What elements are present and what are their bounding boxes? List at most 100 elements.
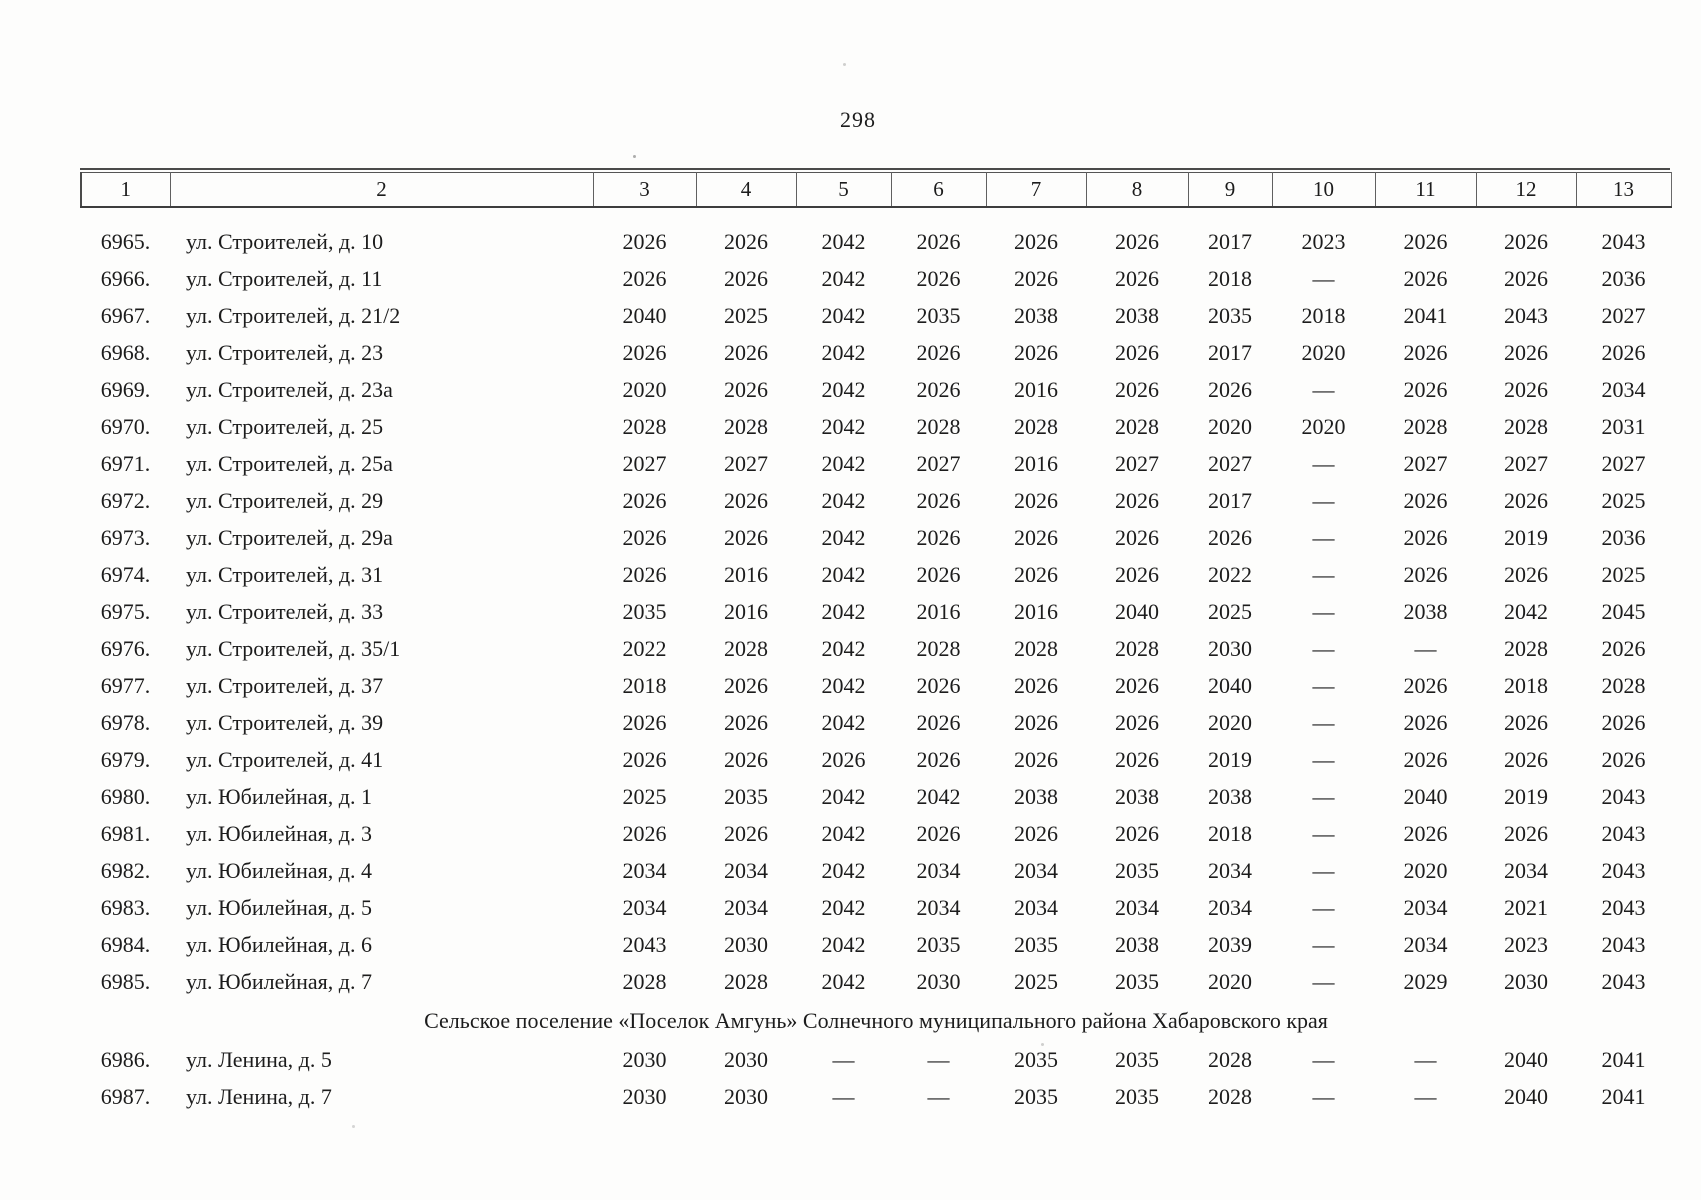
year-cell: 2026 <box>724 820 768 846</box>
year-cell: 2040 <box>622 302 667 328</box>
year-cell: 2020 <box>622 376 667 402</box>
year-cell: — <box>1312 598 1335 624</box>
header-cell: 11 <box>1374 172 1477 208</box>
year-cell: 2030 <box>916 968 961 994</box>
year-cell: 2034 <box>1115 894 1159 920</box>
table-row: 6974. ул. Строителей, д. 31 2026 2016 2042 20… <box>81 556 1671 593</box>
table-row: 6970. ул. Строителей, д. 25 2028 2028 2042 20… <box>81 408 1671 445</box>
year-cell: 2040 <box>1504 1046 1548 1072</box>
year-cell: — <box>1312 265 1335 291</box>
year-cell: 2043 <box>1601 820 1646 846</box>
row-number-cell: 6984. <box>100 931 151 957</box>
address-cell: ул. Ленина, д. 5 <box>186 1046 332 1072</box>
header-cell: 6 <box>890 172 987 208</box>
year-cell: 2034 <box>916 894 961 920</box>
year-cell: 2026 <box>1504 709 1548 735</box>
row-number-cell: 6978. <box>100 709 151 735</box>
year-cell: 2034 <box>724 894 768 920</box>
year-cell: 2026 <box>622 709 667 735</box>
year-cell: 2018 <box>1208 265 1252 291</box>
year-cell: 2028 <box>916 413 961 439</box>
year-cell: 2026 <box>1403 524 1448 550</box>
year-cell: 2042 <box>821 857 866 883</box>
year-cell: 2035 <box>1208 302 1252 328</box>
year-cell: 2026 <box>916 265 961 291</box>
year-cell: — <box>1312 672 1335 698</box>
year-cell: — <box>832 1046 855 1072</box>
year-cell: 2043 <box>1601 857 1646 883</box>
row-number-cell: 6977. <box>100 672 151 698</box>
year-cell: 2035 <box>724 783 768 809</box>
year-cell: 2034 <box>1014 857 1058 883</box>
year-cell: 2041 <box>1601 1083 1646 1109</box>
year-cell: 2035 <box>1014 1046 1058 1072</box>
table-row: 6978. ул. Строителей, д. 39 2026 2026 2042 20… <box>81 704 1671 741</box>
row-number-cell: 6983. <box>100 894 151 920</box>
year-cell: 2026 <box>1014 487 1058 513</box>
year-cell: 2026 <box>1115 524 1159 550</box>
year-cell: — <box>927 1083 950 1109</box>
table-row: 6965. ул. Строителей, д. 10 2026 2026 2042 20… <box>81 207 1671 260</box>
table-row: 6968. ул. Строителей, д. 23 2026 2026 2042 20… <box>81 334 1671 371</box>
year-cell: 2026 <box>1014 820 1058 846</box>
year-cell: — <box>1312 820 1335 846</box>
table-row: 6971. ул. Строителей, д. 25а 2027 2027 2042 2… <box>81 445 1671 482</box>
year-cell: 2035 <box>916 302 961 328</box>
year-cell: 2027 <box>622 450 667 476</box>
table-header: 1 2 3 4 5 6 7 8 9 10 11 12 13 <box>80 172 1672 208</box>
table-row: 6976. ул. Строителей, д. 35/1 2022 2028 2042… <box>81 630 1671 667</box>
year-cell: — <box>1414 635 1437 661</box>
address-cell: ул. Юбилейная, д. 4 <box>186 857 372 883</box>
year-cell: 2026 <box>1014 746 1058 772</box>
year-cell: 2042 <box>821 968 866 994</box>
table-row: 6986. ул. Ленина, д. 5 2030 2030 — — 2035 2035 2… <box>81 1041 1671 1078</box>
year-cell: 2026 <box>1403 376 1448 402</box>
address-cell: ул. Строителей, д. 31 <box>186 561 384 587</box>
address-cell: ул. Строителей, д. 25а <box>186 450 393 476</box>
year-cell: 2034 <box>1504 857 1548 883</box>
year-cell: 2042 <box>821 894 866 920</box>
year-cell: — <box>1312 524 1335 550</box>
year-cell: 2030 <box>622 1083 667 1109</box>
year-cell: 2038 <box>1115 783 1159 809</box>
year-cell: 2029 <box>1403 968 1448 994</box>
year-cell: 2026 <box>622 487 667 513</box>
year-cell: 2017 <box>1208 339 1252 365</box>
year-cell: 2038 <box>1014 302 1058 328</box>
year-cell: 2027 <box>1115 450 1159 476</box>
address-cell: ул. Строителей, д. 29а <box>186 524 393 550</box>
row-number-cell: 6972. <box>100 487 151 513</box>
table-row: 6966. ул. Строителей, д. 11 2026 2026 2042 20… <box>81 260 1671 297</box>
row-number-cell: 6969. <box>100 376 151 402</box>
address-cell: ул. Строителей, д. 25 <box>186 413 384 439</box>
year-cell: — <box>1312 968 1335 994</box>
year-cell: 2026 <box>1115 265 1159 291</box>
year-cell: 2026 <box>1504 561 1548 587</box>
year-cell: 2026 <box>1115 820 1159 846</box>
year-cell: 2042 <box>821 783 866 809</box>
year-cell: 2028 <box>1504 413 1548 439</box>
year-cell: 2035 <box>622 598 667 624</box>
year-cell: 2042 <box>821 450 866 476</box>
year-cell: 2026 <box>1403 265 1448 291</box>
header-cell: 10 <box>1271 172 1376 208</box>
year-cell: 2028 <box>1601 672 1646 698</box>
year-cell: 2025 <box>1601 561 1646 587</box>
year-cell: 2034 <box>1403 931 1448 957</box>
address-cell: ул. Юбилейная, д. 1 <box>186 783 372 809</box>
year-cell: 2018 <box>1504 672 1548 698</box>
year-cell: 2026 <box>724 339 768 365</box>
year-cell: 2026 <box>1403 672 1448 698</box>
year-cell: 2019 <box>1208 746 1252 772</box>
row-number-cell: 6987. <box>100 1083 151 1109</box>
year-cell: 2042 <box>821 672 866 698</box>
year-cell: — <box>1312 1083 1335 1109</box>
address-cell: ул. Юбилейная, д. 7 <box>186 968 372 994</box>
row-number-cell: 6966. <box>100 265 151 291</box>
year-cell: 2026 <box>1504 376 1548 402</box>
table-row: 6983. ул. Юбилейная, д. 5 2034 2034 2042 2034… <box>81 889 1671 926</box>
address-cell: ул. Строителей, д. 23а <box>186 376 393 402</box>
year-cell: 2022 <box>1208 561 1252 587</box>
year-cell: 2034 <box>622 857 667 883</box>
year-cell: 2035 <box>1115 857 1159 883</box>
